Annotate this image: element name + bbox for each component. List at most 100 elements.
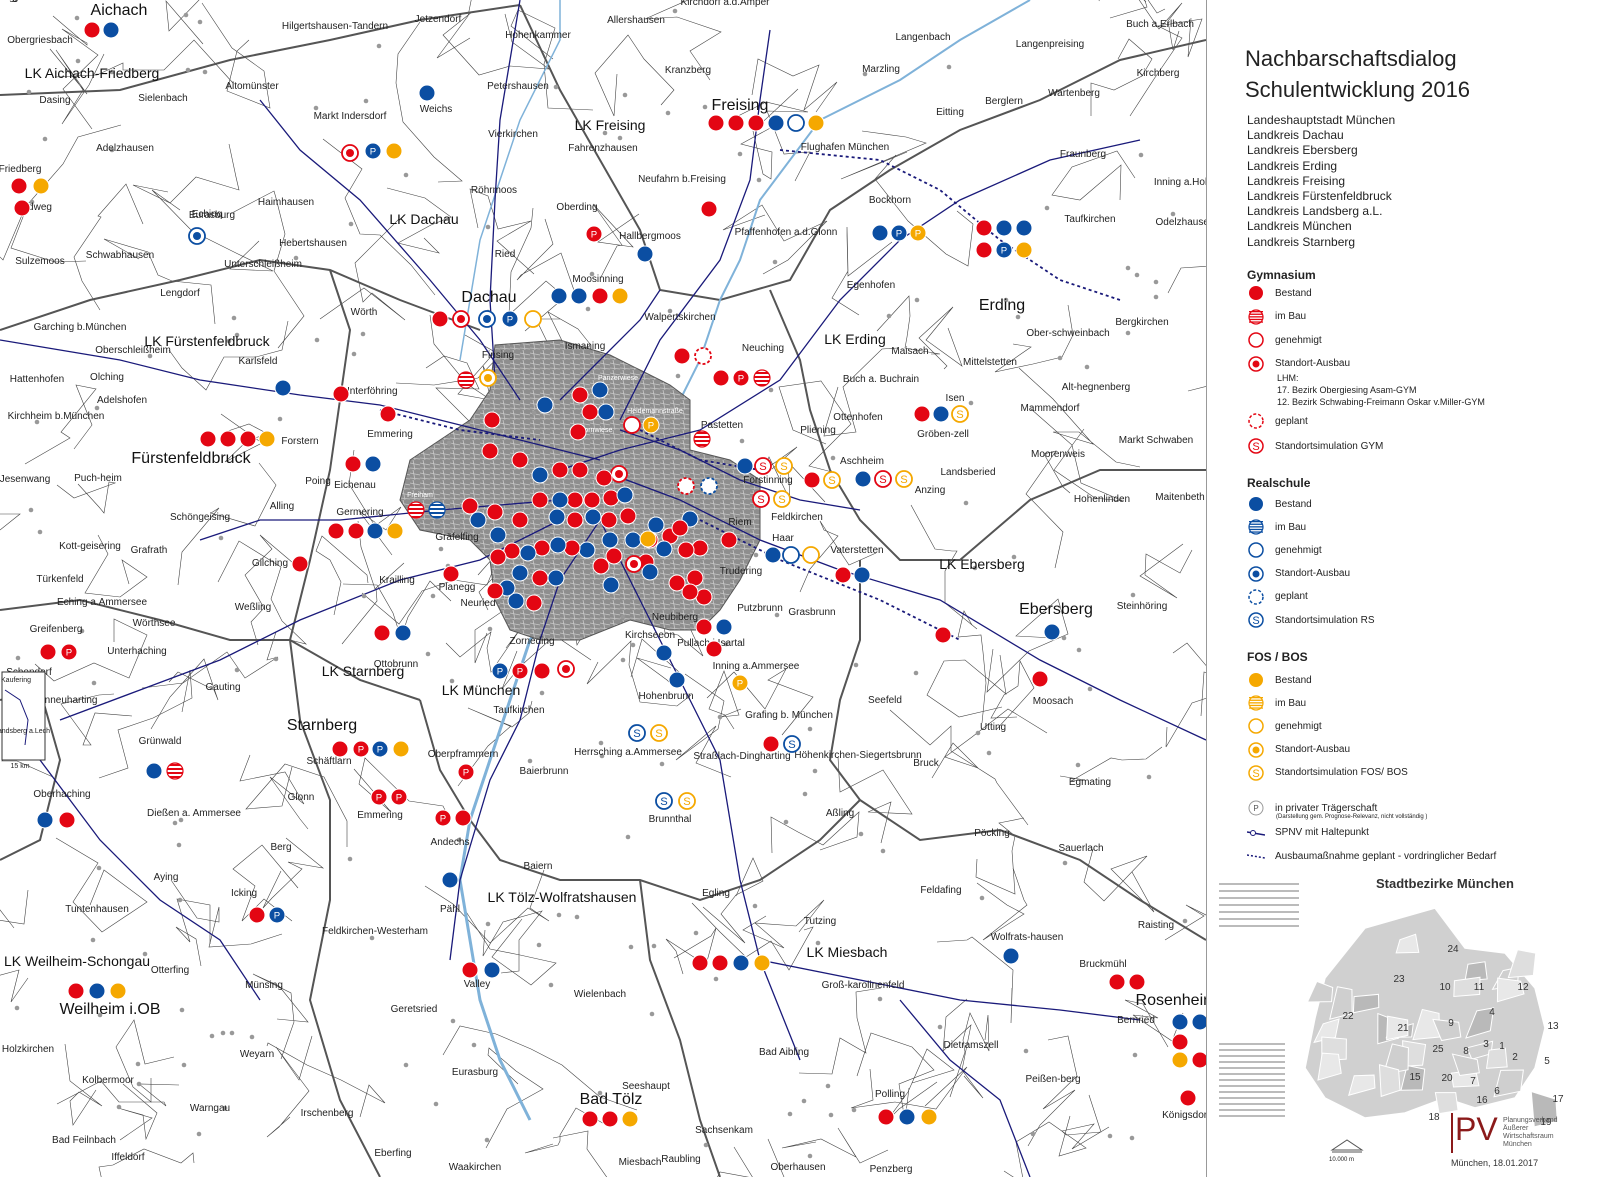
settlement-dot <box>968 400 974 406</box>
place-label: Sielenbach <box>138 93 187 104</box>
place-label: Valley <box>464 979 491 990</box>
school-symbol <box>248 906 266 924</box>
place-label: Krailling <box>379 575 415 586</box>
school-symbol <box>802 546 820 564</box>
school-symbol <box>39 643 57 661</box>
legend-row-label: Standortsimulation GYM <box>1275 440 1384 452</box>
place-label: Iffeldorf <box>111 1152 144 1163</box>
legend-symbol-icon <box>1248 565 1264 582</box>
svg-text:P: P <box>396 793 402 804</box>
svg-text:P: P <box>66 648 72 659</box>
school-symbol: P <box>890 224 908 242</box>
district-item: Landeshauptstadt München <box>1247 113 1396 127</box>
bezirk-number: 3 <box>1483 1039 1489 1050</box>
municipality-border <box>232 844 299 922</box>
legend-row-label: Standort-Ausbau <box>1275 568 1351 580</box>
school-symbol <box>764 546 782 564</box>
school-symbol <box>668 574 686 592</box>
place-label: Münsing <box>245 980 283 991</box>
school-symbol: P <box>642 416 660 434</box>
settlement-dot <box>787 1111 793 1117</box>
school-symbol: P <box>501 310 519 328</box>
inset-frame <box>1 671 46 761</box>
legend-symbol-icon: S <box>1248 438 1264 454</box>
school-symbol <box>478 310 496 328</box>
school-symbol: P <box>434 809 452 827</box>
municipality-border <box>34 618 148 682</box>
place-label: Echinq <box>192 209 223 220</box>
settlement-dot <box>1084 364 1090 370</box>
legend-private: P in privater Trägerschaft <box>1247 798 1377 818</box>
inset-bezirk <box>1382 1043 1409 1075</box>
inset-bezirk <box>1507 949 1537 979</box>
rail-line <box>619 429 861 511</box>
school-symbol <box>975 241 993 259</box>
rail-line <box>559 139 1141 471</box>
school-symbol <box>511 564 529 582</box>
municipality-border <box>644 0 722 81</box>
place-label: Langenpreising <box>1016 39 1084 50</box>
municipality-border <box>1129 17 1203 117</box>
place-label: Oberhausen <box>770 1162 825 1173</box>
legend-row: im Bau <box>1247 517 1306 537</box>
settlement-dot <box>91 680 97 686</box>
school-symbol <box>341 144 359 162</box>
settlement-dot <box>222 1105 228 1111</box>
place-label: Schwabhausen <box>86 250 154 261</box>
school-symbol <box>871 224 889 242</box>
school-symbol <box>331 740 349 758</box>
place-label: Hohenlinden <box>1074 494 1130 505</box>
place-label: Bruck <box>913 758 940 769</box>
school-symbol <box>1031 670 1049 688</box>
school-symbol <box>616 486 634 504</box>
map-date: München, 18.01.2017 <box>1451 1158 1539 1168</box>
school-symbol <box>531 569 549 587</box>
place-label: Altomünster <box>225 81 279 92</box>
municipality-border <box>770 811 860 854</box>
municipality-border <box>348 449 402 556</box>
town-label: Starnberg <box>287 717 357 734</box>
municipality-border <box>386 187 452 254</box>
municipality-border <box>876 295 941 355</box>
school-symbol: P <box>60 643 78 661</box>
municipality-border <box>594 34 675 117</box>
place-label: Unterhaching <box>107 646 166 657</box>
legend-row: geplant <box>1247 587 1308 607</box>
svg-text:S: S <box>633 728 640 740</box>
svg-text:S: S <box>1252 615 1259 627</box>
school-symbol <box>913 405 931 423</box>
municipality-border <box>1025 450 1071 569</box>
settlement-dot <box>1076 647 1082 653</box>
school-symbol <box>457 371 475 389</box>
pv-org-line: Planungsverband <box>1503 1117 1558 1124</box>
settlement-dot <box>468 685 474 691</box>
place-label: Forstinning <box>743 475 792 486</box>
settlement-dot <box>625 834 631 840</box>
school-symbol <box>570 287 588 305</box>
legend-row: S Standortsimulation RS <box>1247 610 1375 630</box>
school-symbol <box>681 583 699 601</box>
legend-spnv: SPNV mit Haltepunkt <box>1247 822 1369 842</box>
settlement-dot <box>597 1090 603 1096</box>
settlement-dot <box>913 670 919 676</box>
school-symbol <box>366 522 384 540</box>
municipality-border <box>229 190 305 349</box>
municipality-border <box>1138 0 1183 51</box>
school-symbol <box>32 177 50 195</box>
inset-bezirk <box>1434 1092 1459 1115</box>
legend-title-line-2: Schulentwicklung 2016 <box>1245 77 1471 102</box>
settlement-dot <box>986 750 992 756</box>
settlement-dot <box>348 221 354 227</box>
school-symbol <box>291 555 309 573</box>
settlement-dot <box>360 331 366 337</box>
svg-text:P: P <box>1253 804 1258 813</box>
place-label: Kirchheim b.München <box>8 411 105 422</box>
place-label: Bad Feilnbach <box>52 1135 116 1146</box>
municipality-border <box>457 700 533 787</box>
settlement-dot <box>886 313 892 319</box>
settlement-dot <box>446 440 452 446</box>
place-label: Pfaffenhofen a.d.Glonn <box>735 227 838 238</box>
place-label: Sauerlach <box>1058 843 1103 854</box>
settlement-dot <box>178 817 184 823</box>
place-label: Haimhausen <box>258 197 314 208</box>
